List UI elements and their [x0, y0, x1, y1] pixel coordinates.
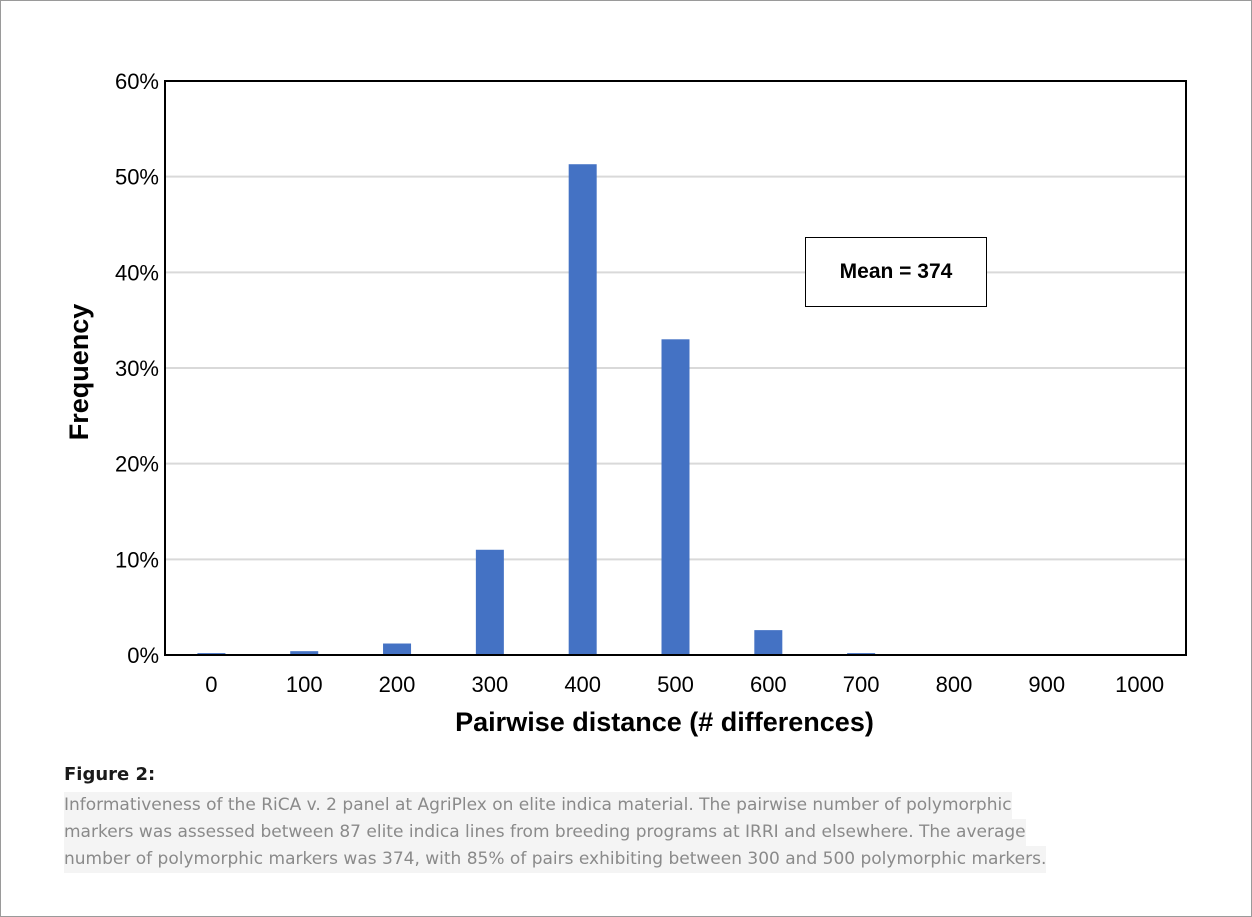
bar-300	[475, 549, 504, 655]
y-tick-label: 40%	[115, 260, 159, 285]
caption-line: number of polymorphic markers was 374, w…	[64, 846, 1047, 873]
y-tick-label: 60%	[115, 69, 159, 94]
x-axis-title: Pairwise distance (# differences)	[455, 707, 874, 737]
x-tick-label: 300	[472, 672, 509, 697]
x-tick-label: 100	[286, 672, 323, 697]
caption-body: Informativeness of the RiCA v. 2 panel a…	[64, 792, 1214, 873]
y-tick-label: 10%	[115, 547, 159, 572]
x-tick-label: 0	[205, 672, 217, 697]
y-tick-label: 50%	[115, 165, 159, 190]
bars	[197, 164, 876, 656]
x-tick-label: 800	[936, 672, 973, 697]
x-tick-label: 400	[564, 672, 601, 697]
x-tick-label: 700	[843, 672, 880, 697]
bar-400	[568, 164, 597, 656]
y-tick-label: 30%	[115, 356, 159, 381]
caption-line: Informativeness of the RiCA v. 2 panel a…	[64, 792, 1012, 819]
bar-100	[290, 651, 319, 655]
x-tick-label: 200	[379, 672, 416, 697]
y-tick-label: 20%	[115, 452, 159, 477]
x-tick-label: 900	[1028, 672, 1065, 697]
mean-annotation: Mean = 374	[805, 237, 987, 307]
y-tick-label: 0%	[127, 643, 159, 668]
caption-line: markers was assessed between 87 elite in…	[64, 819, 1026, 846]
y-axis-title: Frequency	[64, 304, 94, 441]
x-tick-label: 500	[657, 672, 694, 697]
y-tick-labels: 0% 10% 20% 30% 40% 50% 60%	[115, 69, 159, 668]
bar-200	[383, 643, 412, 655]
bar-600	[754, 630, 783, 655]
plot-area-border	[164, 80, 1187, 656]
bar-500	[661, 339, 690, 655]
x-tick-label: 600	[750, 672, 787, 697]
caption-heading: Figure 2:	[64, 764, 156, 785]
x-tick-labels: 0 100 200 300 400 500 600 700 800 900 1000	[205, 672, 1164, 697]
x-tick-label: 1000	[1115, 672, 1164, 697]
